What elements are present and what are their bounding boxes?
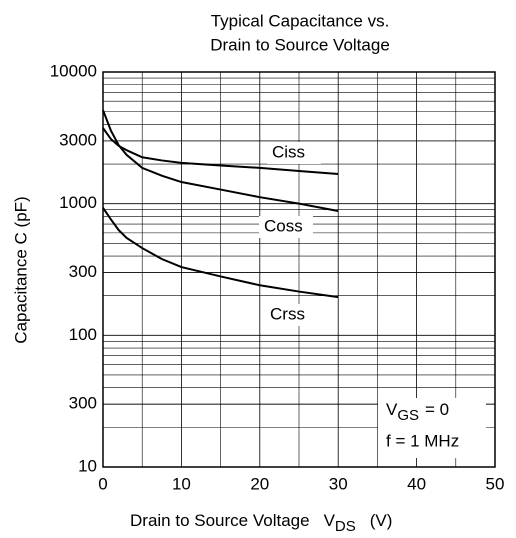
label-background — [265, 304, 319, 326]
series-line — [102, 207, 339, 299]
condition-label: f = 1 MHz — [386, 431, 459, 450]
label-part: (V) — [370, 511, 393, 530]
y-axis-label: Capacitance C (pF) — [11, 196, 30, 343]
x-axis-label: Drain to Source Voltage VDS (V) — [130, 511, 392, 534]
condition-label: VGS = 0 — [386, 400, 449, 423]
series-line — [102, 109, 339, 212]
label-part: GS — [397, 407, 419, 424]
label-part: V — [386, 400, 398, 419]
y-tick-label: 1000 — [59, 193, 97, 212]
x-tick-label: 10 — [172, 474, 191, 493]
chart-title: Drain to Source Voltage — [210, 35, 390, 54]
series-label: Ciss — [272, 142, 305, 161]
label-part: DS — [335, 518, 356, 535]
y-tick-label: 300 — [69, 262, 97, 281]
label-part: Drain to Source Voltage — [130, 511, 310, 530]
series-line — [102, 127, 339, 175]
label-part: = 0 — [425, 400, 449, 419]
label-background — [267, 142, 321, 164]
x-tick-label: 40 — [407, 474, 426, 493]
y-tick-label: 10000 — [50, 61, 97, 80]
label-background — [259, 216, 313, 238]
x-tick-label: 20 — [250, 474, 269, 493]
y-tick-label: 300 — [69, 394, 97, 413]
x-tick-label: 0 — [98, 474, 107, 493]
chart-title: Typical Capacitance vs. — [211, 11, 390, 30]
y-tick-label: 3000 — [59, 130, 97, 149]
y-tick-label: 10 — [78, 456, 97, 475]
y-tick-label: 100 — [69, 325, 97, 344]
series-label: Coss — [264, 216, 303, 235]
x-tick-label: 50 — [486, 474, 505, 493]
series-label: Crss — [270, 304, 305, 323]
plot-frame — [102, 71, 496, 468]
label-background — [378, 398, 486, 458]
x-tick-label: 30 — [329, 474, 348, 493]
label-part: V — [324, 511, 336, 530]
